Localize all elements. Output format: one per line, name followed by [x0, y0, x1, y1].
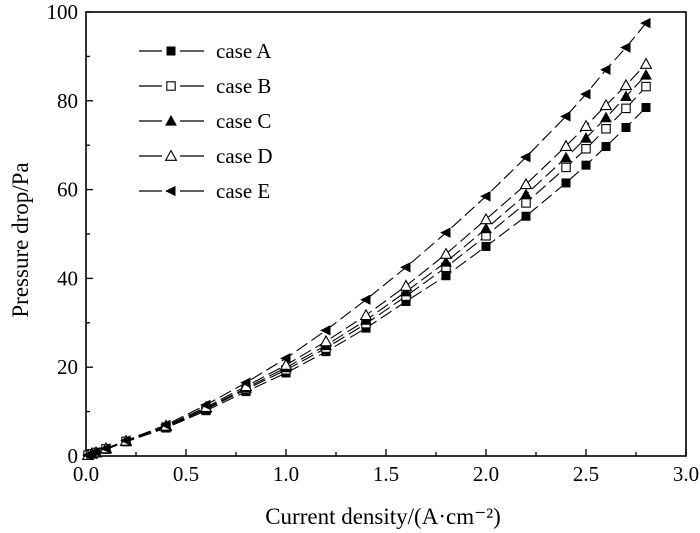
data-point	[601, 124, 611, 134]
data-point	[580, 132, 592, 143]
x-tick-label: 0.5	[173, 462, 199, 486]
data-point	[160, 419, 171, 431]
y-tick-label: 80	[57, 89, 78, 113]
legend-label: case C	[216, 109, 271, 133]
data-point	[581, 144, 591, 154]
data-point	[521, 198, 531, 208]
data-point	[441, 271, 451, 281]
data-point	[279, 358, 293, 370]
data-point	[601, 142, 611, 152]
data-point	[90, 446, 101, 458]
x-tick-label: 3.0	[673, 462, 699, 486]
legend-marker	[165, 185, 176, 197]
x-axis-title: Current density/(A·cm⁻²)	[265, 504, 501, 529]
y-tick-label: 100	[47, 0, 79, 24]
legend-entry: case C	[139, 109, 271, 133]
data-point	[319, 334, 333, 347]
data-point	[480, 222, 492, 234]
data-point	[599, 98, 613, 111]
data-point	[400, 285, 412, 297]
series-case-c	[82, 69, 652, 460]
data-point	[640, 69, 652, 80]
data-point	[620, 42, 631, 53]
data-point	[561, 162, 571, 173]
data-point	[400, 262, 411, 273]
data-point	[440, 255, 452, 267]
data-point	[479, 212, 493, 225]
legend-entry: case B	[139, 74, 271, 98]
legend: case A case B case C case D case E	[139, 39, 273, 203]
data-point	[100, 443, 111, 454]
data-point	[521, 211, 531, 221]
x-tick-label: 0.0	[73, 462, 99, 486]
x-tick-label: 1.0	[273, 462, 299, 486]
data-point	[619, 78, 633, 91]
data-point	[639, 57, 653, 69]
data-point	[520, 188, 532, 200]
legend-entry: case A	[139, 39, 272, 63]
data-point	[280, 353, 291, 364]
data-point	[440, 227, 451, 238]
plot-frame	[85, 11, 687, 457]
data-point	[200, 399, 211, 411]
data-point	[600, 111, 612, 123]
x-tick-label: 1.5	[373, 462, 399, 486]
data-point	[641, 81, 651, 92]
legend-marker	[166, 46, 176, 56]
legend-marker	[166, 81, 176, 91]
y-tick-label: 60	[57, 178, 78, 202]
legend-entry: case E	[139, 179, 270, 203]
plot-area-border	[85, 11, 687, 457]
data-point	[600, 64, 611, 75]
y-axis-title: Pressure drop/Pa	[8, 162, 33, 317]
data-point	[120, 435, 131, 446]
data-point	[360, 294, 371, 305]
data-point	[519, 177, 533, 190]
data-point	[640, 17, 651, 29]
legend-marker	[165, 114, 177, 126]
data-point	[559, 139, 573, 151]
data-point	[621, 103, 631, 114]
data-point	[480, 191, 491, 202]
data-point	[560, 151, 572, 163]
data-point	[560, 111, 571, 122]
series-line	[87, 86, 647, 456]
x-tick-label: 2.0	[473, 462, 499, 486]
y-tick-label: 40	[57, 266, 78, 290]
data-point	[359, 308, 373, 321]
data-point	[561, 178, 571, 188]
data-point	[641, 102, 651, 112]
series-line	[87, 74, 647, 456]
y-tick-label: 0	[68, 444, 79, 468]
data-point	[580, 88, 591, 100]
data-point	[520, 152, 531, 163]
series-case-b	[83, 81, 651, 460]
data-point	[481, 241, 491, 251]
series-layer	[81, 17, 653, 461]
x-tick-label: 2.5	[573, 462, 599, 486]
series-case-e	[82, 17, 651, 461]
legend-label: case A	[216, 39, 272, 63]
axis-ticks	[85, 11, 687, 457]
legend-label: case D	[216, 144, 273, 168]
data-point	[579, 119, 593, 131]
data-point	[581, 160, 591, 170]
data-point	[320, 325, 331, 336]
data-point	[620, 90, 632, 101]
legend-entry: case D	[139, 144, 273, 168]
data-point	[439, 247, 453, 259]
legend-marker	[164, 149, 178, 161]
data-point	[240, 377, 251, 388]
axis-tick-labels: 0.0 0.5 1.0 1.5 2.0 2.5 3.0 0 20 40 60 80 100	[47, 0, 700, 486]
legend-label: case E	[216, 179, 270, 203]
legend-label: case B	[216, 74, 271, 98]
data-point	[399, 279, 413, 291]
y-tick-label: 20	[57, 355, 78, 379]
data-point	[621, 122, 631, 132]
